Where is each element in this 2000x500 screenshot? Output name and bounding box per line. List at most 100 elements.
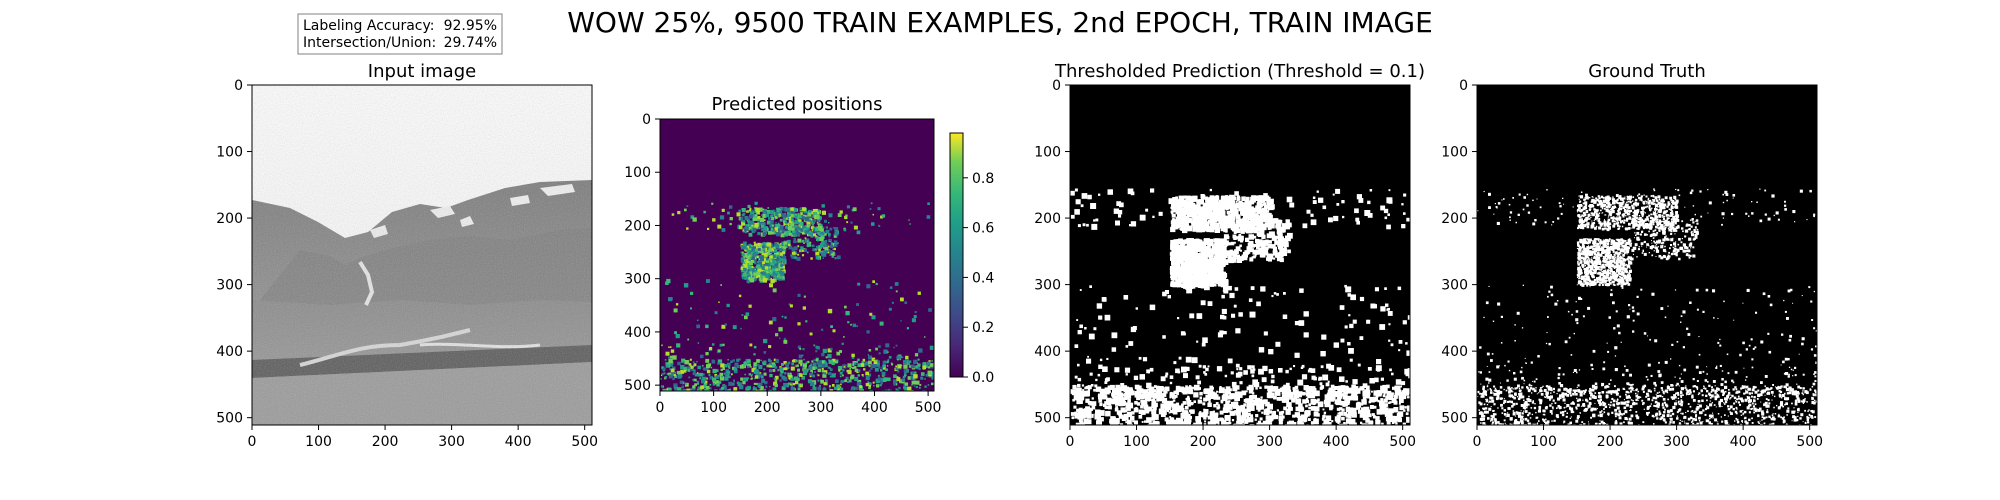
mask-pixel	[1130, 221, 1137, 227]
mask-pixel	[742, 273, 747, 277]
mask-pixel	[817, 364, 822, 368]
mask-pixel	[1385, 417, 1391, 422]
mask-pixel	[1375, 419, 1381, 425]
mask-pixel	[1124, 367, 1131, 373]
mask-pixel	[814, 230, 817, 233]
mask-pixel	[1210, 418, 1216, 424]
mask-pixel	[1210, 270, 1215, 275]
mask-pixel	[749, 207, 752, 210]
mask-pixel	[785, 221, 788, 224]
mask-pixel	[1407, 368, 1410, 374]
mask-pixel	[755, 207, 760, 212]
mask-pixel	[727, 375, 730, 378]
mask-pixel	[720, 284, 722, 286]
mask-pixel	[1104, 381, 1108, 384]
mask-pixel	[1395, 379, 1402, 385]
mask-pixel	[762, 274, 766, 279]
mask-pixel	[806, 221, 811, 226]
mask-pixel	[797, 368, 800, 372]
mask-pixel	[800, 246, 804, 250]
mask-pixel	[800, 228, 804, 232]
mask-pixel	[773, 248, 778, 253]
mask-pixel	[1192, 247, 1195, 250]
mask-pixel	[814, 371, 816, 373]
mask-pixel	[1255, 414, 1259, 418]
mask-pixel	[1386, 197, 1393, 204]
mask-pixel	[1313, 411, 1319, 417]
mask-pixel	[825, 226, 828, 229]
mask-pixel	[1146, 382, 1152, 389]
mask-pixel	[1185, 390, 1189, 394]
mask-pixel	[824, 233, 827, 236]
mask-pixel	[704, 380, 708, 384]
mask-pixel	[899, 381, 901, 383]
mask-pixel	[1079, 418, 1083, 423]
mask-pixel	[756, 363, 760, 367]
mask-pixel	[744, 277, 747, 280]
mask-pixel	[1249, 248, 1254, 253]
mask-pixel	[903, 386, 907, 390]
mask-pixel	[1176, 279, 1182, 286]
mask-pixel	[907, 386, 912, 391]
mask-pixel	[912, 377, 915, 380]
mask-pixel	[834, 244, 837, 247]
mask-pixel	[829, 250, 833, 254]
mask-pixel	[776, 258, 780, 262]
mask-pixel	[1402, 320, 1407, 325]
mask-pixel	[815, 229, 820, 234]
mask-pixel	[915, 380, 920, 385]
mask-pixel	[1070, 190, 1075, 196]
mask-pixel	[1186, 227, 1190, 231]
mask-pixel	[1203, 371, 1206, 374]
mask-pixel	[787, 361, 791, 365]
mask-pixel	[776, 224, 781, 229]
mask-pixel	[1235, 363, 1240, 368]
x-axis: 0 100 200 300 400 500	[248, 425, 598, 450]
mask-pixel	[1242, 251, 1248, 257]
mask-pixel	[1336, 203, 1340, 206]
mask-pixel	[1318, 197, 1324, 203]
mask-pixel	[807, 212, 812, 217]
mask-pixel	[1222, 259, 1229, 265]
mask-pixel	[1217, 404, 1220, 407]
mask-pixel	[1091, 397, 1094, 400]
mask-pixel	[877, 207, 881, 211]
mask-pixel	[1342, 402, 1347, 406]
mask-pixel	[1340, 338, 1345, 343]
mask-pixel	[1246, 227, 1253, 234]
mask-pixel	[1221, 294, 1225, 299]
mask-pixel	[1359, 411, 1366, 418]
mask-pixel	[1168, 411, 1171, 414]
mask-pixel	[1281, 400, 1285, 403]
mask-pixel	[850, 366, 852, 369]
mask-pixel	[1188, 226, 1192, 230]
mask-pixel	[1308, 367, 1312, 371]
mask-pixel	[738, 216, 743, 221]
mask-pixel	[777, 260, 780, 264]
mask-pixel	[1246, 415, 1250, 418]
mask-pixel	[895, 388, 898, 391]
mask-pixel	[794, 234, 797, 237]
mask-pixel	[1220, 314, 1225, 320]
mask-pixel	[1074, 415, 1078, 419]
mask-pixel	[1183, 281, 1188, 286]
mask-pixel	[1356, 194, 1362, 200]
mask-pixel	[791, 219, 794, 222]
mask-pixel	[877, 362, 880, 366]
stats-box: Labeling Accuracy: 92.95% Intersection/U…	[297, 13, 503, 55]
mask-pixel	[1269, 223, 1275, 229]
mask-pixel	[1170, 239, 1175, 245]
mask-pixel	[835, 243, 837, 245]
mask-pixel	[753, 377, 756, 380]
mask-pixel	[742, 381, 746, 385]
mask-pixel	[1258, 398, 1262, 403]
mask-pixel	[1077, 330, 1082, 335]
mask-pixel	[772, 264, 777, 269]
mask-pixel	[908, 360, 912, 363]
mask-pixel	[1381, 403, 1387, 409]
mask-pixel	[1199, 396, 1202, 399]
mask-pixel	[1160, 403, 1166, 409]
mask-pixel	[770, 261, 774, 266]
mask-pixel	[839, 375, 842, 378]
mask-pixel	[1178, 386, 1185, 393]
